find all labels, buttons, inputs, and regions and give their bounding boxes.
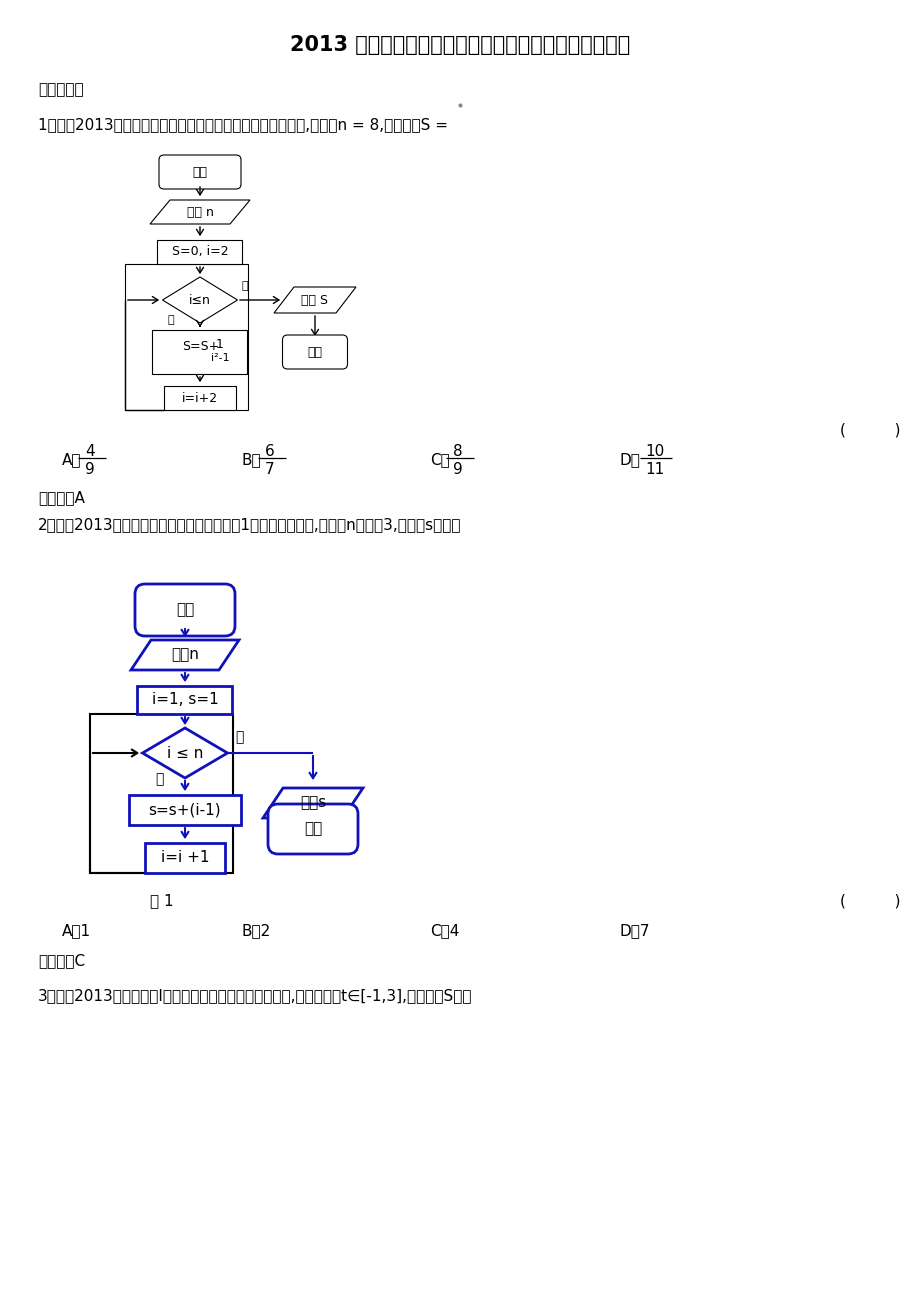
Text: i=i+2: i=i+2 — [182, 392, 218, 405]
Text: 结束: 结束 — [307, 345, 323, 358]
Text: (          ): ( ) — [839, 893, 900, 909]
Text: D．7: D．7 — [619, 923, 650, 939]
Text: 8: 8 — [453, 444, 462, 458]
Text: i=1, s=1: i=1, s=1 — [152, 693, 218, 707]
Text: 4: 4 — [85, 444, 95, 458]
Text: (          ): ( ) — [839, 423, 900, 437]
Text: 9: 9 — [85, 462, 95, 478]
Text: 6: 6 — [265, 444, 275, 458]
FancyBboxPatch shape — [267, 805, 357, 854]
Polygon shape — [274, 286, 356, 312]
Bar — [145, 842, 225, 874]
Text: 2013 年全国各地高考文科数学试题分类汇编：算法初步: 2013 年全国各地高考文科数学试题分类汇编：算法初步 — [289, 35, 630, 55]
Text: S=0, i=2: S=0, i=2 — [172, 246, 228, 259]
FancyBboxPatch shape — [135, 585, 234, 635]
Text: 2．．（2013年高考广东卷（文））执行如图1所示的程序框图,若输入n的值为3,则输出s的值是: 2．．（2013年高考广东卷（文））执行如图1所示的程序框图,若输入n的值为3,… — [38, 517, 461, 533]
Text: i²-1: i²-1 — [210, 353, 229, 363]
Text: 否: 否 — [242, 281, 248, 292]
FancyBboxPatch shape — [282, 335, 347, 368]
Bar — [125, 264, 248, 410]
Polygon shape — [163, 277, 237, 323]
Bar — [153, 329, 247, 374]
Text: B．2: B．2 — [242, 923, 271, 939]
Text: 开始: 开始 — [192, 165, 208, 178]
Text: s=s+(i-1): s=s+(i-1) — [149, 802, 221, 818]
Bar — [90, 713, 233, 874]
Polygon shape — [150, 201, 250, 224]
Text: 否: 否 — [234, 730, 244, 743]
Text: 10: 10 — [644, 444, 664, 458]
Text: 【答案】A: 【答案】A — [38, 491, 85, 505]
Text: 输出 S: 输出 S — [301, 293, 328, 306]
Text: 7: 7 — [265, 462, 275, 478]
Text: 【答案】C: 【答案】C — [38, 953, 85, 969]
Polygon shape — [263, 788, 363, 818]
Text: 是: 是 — [168, 315, 175, 326]
Text: 一、选择题: 一、选择题 — [38, 82, 84, 98]
Polygon shape — [142, 728, 227, 779]
Text: i=i +1: i=i +1 — [161, 850, 209, 866]
Text: 输入 n: 输入 n — [187, 206, 213, 219]
Bar — [129, 796, 241, 825]
Polygon shape — [130, 641, 239, 671]
Text: 输出s: 输出s — [300, 796, 325, 811]
Text: 11: 11 — [644, 462, 664, 478]
Text: B．: B． — [242, 453, 261, 467]
Text: 1: 1 — [216, 337, 223, 350]
Text: D．: D． — [619, 453, 641, 467]
Text: A．: A． — [62, 453, 82, 467]
Text: C．4: C．4 — [429, 923, 459, 939]
Text: 图 1: 图 1 — [150, 893, 174, 909]
Text: 开始: 开始 — [176, 603, 194, 617]
Text: i ≤ n: i ≤ n — [166, 746, 203, 760]
Text: 3．．（2013年高考课标Ⅰ卷（文））执行右面的程序框图,如果输入的t∈[-1,3],则输出的S属于: 3．．（2013年高考课标Ⅰ卷（文））执行右面的程序框图,如果输入的t∈[-1,… — [38, 988, 472, 1004]
Text: 是: 是 — [154, 772, 164, 786]
Text: 1．．（2013年高考辽宁卷（文））执行如图所示的程序框图,若输入n = 8,则输出的S =: 1．．（2013年高考辽宁卷（文））执行如图所示的程序框图,若输入n = 8,则… — [38, 117, 448, 133]
Text: 9: 9 — [453, 462, 462, 478]
FancyBboxPatch shape — [159, 155, 241, 189]
Text: 结束: 结束 — [303, 822, 322, 836]
Bar — [137, 686, 233, 713]
Bar — [164, 385, 236, 410]
Text: A．1: A．1 — [62, 923, 91, 939]
Text: C．: C． — [429, 453, 449, 467]
Text: S=S+: S=S+ — [182, 341, 219, 354]
Bar — [157, 240, 243, 264]
Text: 输入n: 输入n — [171, 647, 199, 663]
Text: i≤n: i≤n — [189, 293, 210, 306]
